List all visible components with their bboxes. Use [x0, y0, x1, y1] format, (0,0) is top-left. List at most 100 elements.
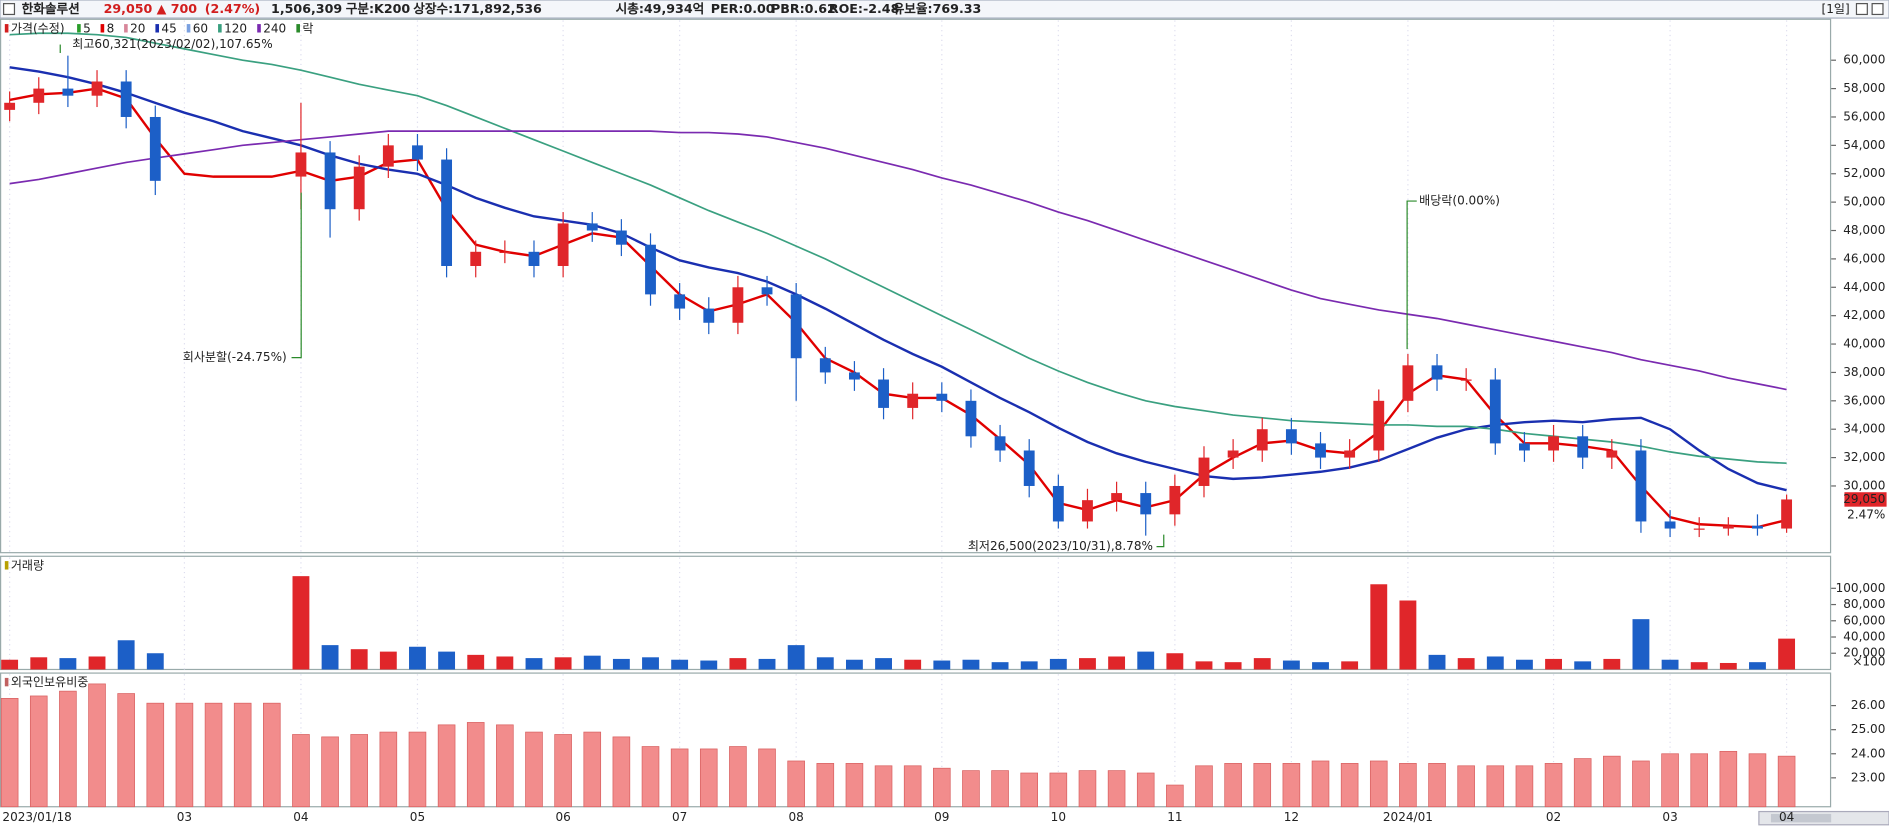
- candle-body: [499, 251, 511, 254]
- legend-marker: [77, 24, 81, 33]
- market-cap: 시총:49,934억: [616, 1, 705, 16]
- close-button[interactable]: [1871, 3, 1884, 16]
- bar: [1777, 755, 1796, 808]
- header-checkbox[interactable]: [3, 3, 16, 16]
- bar: [1399, 600, 1417, 670]
- legend-marker: [257, 24, 261, 33]
- bar: [933, 660, 951, 670]
- bar: [1748, 753, 1767, 808]
- annotation-line: [1406, 200, 1417, 350]
- bar: [350, 649, 368, 670]
- bar: [1428, 654, 1446, 670]
- candle-body: [645, 244, 656, 295]
- annotation: 배당락(0.00%): [1419, 194, 1500, 208]
- bar: [1253, 763, 1272, 808]
- bar: [845, 763, 864, 808]
- bar: [1661, 659, 1679, 670]
- bar: [787, 760, 805, 808]
- annotation-line: [1156, 534, 1165, 548]
- y-tick-label: 26.00: [1851, 698, 1885, 712]
- x-tick-label: 05: [410, 810, 425, 824]
- candle-body: [674, 294, 686, 309]
- candle-body: [557, 223, 569, 266]
- candle-body: [1052, 485, 1064, 522]
- pbr: PBR:0.62: [771, 1, 836, 16]
- bar: [641, 746, 660, 808]
- legend-marker: [218, 24, 222, 33]
- bar: [612, 658, 630, 670]
- bar: [612, 736, 631, 808]
- bar: [1049, 658, 1067, 670]
- bar: [991, 662, 1009, 670]
- bar: [554, 734, 572, 808]
- bar: [1719, 662, 1737, 670]
- bar: [1282, 763, 1301, 808]
- annotation: 최고60,321(2023/02/02),107.65%: [72, 37, 272, 51]
- candle-body: [936, 393, 948, 401]
- bar: [1544, 763, 1563, 808]
- candle-body: [732, 287, 744, 323]
- y-unit-label: ×100: [1852, 655, 1885, 669]
- bar: [321, 645, 339, 670]
- y-tick-label: 56,000: [1843, 109, 1885, 123]
- legend-marker: [124, 24, 128, 33]
- candle-body: [1635, 450, 1647, 522]
- bar: [583, 731, 602, 808]
- candle-body: [62, 88, 74, 96]
- period-button[interactable]: [1일]: [1822, 2, 1850, 16]
- candle-body: [1548, 436, 1559, 451]
- bar: [1603, 755, 1621, 808]
- annotation: 최저26,500(2023/10/31),8.78%: [968, 539, 1153, 553]
- y-tick-label: 36,000: [1843, 393, 1885, 407]
- candle-body: [1023, 450, 1035, 486]
- volume-panel: [0, 555, 1832, 671]
- legend-label: 가격(수정): [11, 21, 65, 35]
- y-tick-label: 80,000: [1843, 597, 1885, 611]
- bar: [845, 659, 863, 670]
- bar: [1108, 656, 1126, 670]
- candle-body: [761, 287, 773, 295]
- candle-body: [1606, 450, 1618, 458]
- candle-body: [1460, 379, 1472, 381]
- bar: [1399, 763, 1417, 808]
- bar: [1195, 661, 1213, 670]
- annotation-line: [291, 192, 302, 359]
- y-tick-label: 46,000: [1843, 251, 1885, 265]
- candle-body: [819, 358, 831, 373]
- x-tick-label: 11: [1167, 810, 1182, 824]
- candle-body: [441, 159, 453, 266]
- bar: [1545, 658, 1562, 670]
- legend-marker: [296, 24, 300, 33]
- x-tick-label: 02: [1546, 810, 1561, 824]
- bar: [1719, 750, 1738, 808]
- bar: [874, 765, 893, 808]
- bar: [1632, 760, 1650, 808]
- y-tick-label: 60,000: [1843, 613, 1885, 627]
- x-tick-label: 03: [1662, 810, 1677, 824]
- panel-title-marker: [4, 677, 9, 687]
- bar: [1224, 662, 1242, 670]
- candle-body: [907, 393, 919, 408]
- candle-body: [790, 294, 802, 359]
- bar: [1457, 765, 1475, 808]
- last-price-tag: [1844, 492, 1887, 507]
- bar: [0, 698, 19, 808]
- x-tick-label: 06: [555, 810, 570, 824]
- scroll-thumb[interactable]: [1770, 813, 1832, 823]
- minimize-button[interactable]: [1855, 3, 1868, 16]
- candle-body: [1781, 499, 1793, 529]
- legend-marker: [155, 24, 160, 33]
- bar: [292, 576, 310, 670]
- price: 29,050: [104, 1, 153, 16]
- candle-body: [1082, 500, 1093, 522]
- bar: [1166, 784, 1184, 808]
- bar: [1428, 763, 1446, 808]
- bar: [1574, 661, 1592, 670]
- bar: [787, 645, 805, 670]
- bar: [379, 731, 398, 808]
- bar: [1457, 658, 1475, 670]
- y-tick-label: 32,000: [1843, 450, 1885, 464]
- bar: [409, 646, 426, 670]
- candle-body: [994, 436, 1006, 451]
- x-tick-label: 07: [672, 810, 687, 824]
